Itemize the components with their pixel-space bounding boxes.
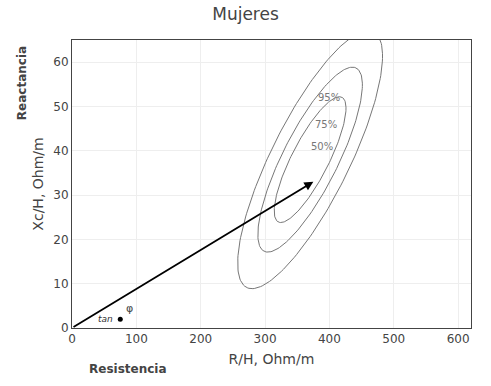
svg-text:200: 200 [189, 332, 212, 346]
svg-text:0: 0 [61, 321, 69, 335]
svg-text:400: 400 [318, 332, 341, 346]
svg-text:Reactancia: Reactancia [15, 46, 29, 120]
svg-text:tan: tan [98, 314, 113, 324]
svg-text:50: 50 [53, 100, 68, 114]
svg-text:300: 300 [254, 332, 277, 346]
svg-text:0: 0 [68, 332, 76, 346]
svg-text:30: 30 [53, 188, 68, 202]
svg-text:Resistencia: Resistencia [89, 362, 167, 376]
svg-text:60: 60 [53, 55, 68, 69]
svg-text:600: 600 [447, 332, 470, 346]
svg-text:500: 500 [382, 332, 405, 346]
svg-text:75%: 75% [315, 119, 337, 130]
svg-text:10: 10 [53, 277, 68, 291]
svg-text:100: 100 [125, 332, 148, 346]
svg-text:95%: 95% [318, 92, 340, 103]
svg-text:50%: 50% [311, 141, 333, 152]
svg-text:20: 20 [53, 233, 68, 247]
svg-text:φ: φ [126, 302, 133, 315]
svg-text:Mujeres: Mujeres [212, 4, 279, 24]
svg-text:40: 40 [53, 144, 68, 158]
svg-text:R/H, Ohm/m: R/H, Ohm/m [229, 351, 315, 367]
svg-text:Xc/H, Ohm/m: Xc/H, Ohm/m [30, 137, 46, 230]
